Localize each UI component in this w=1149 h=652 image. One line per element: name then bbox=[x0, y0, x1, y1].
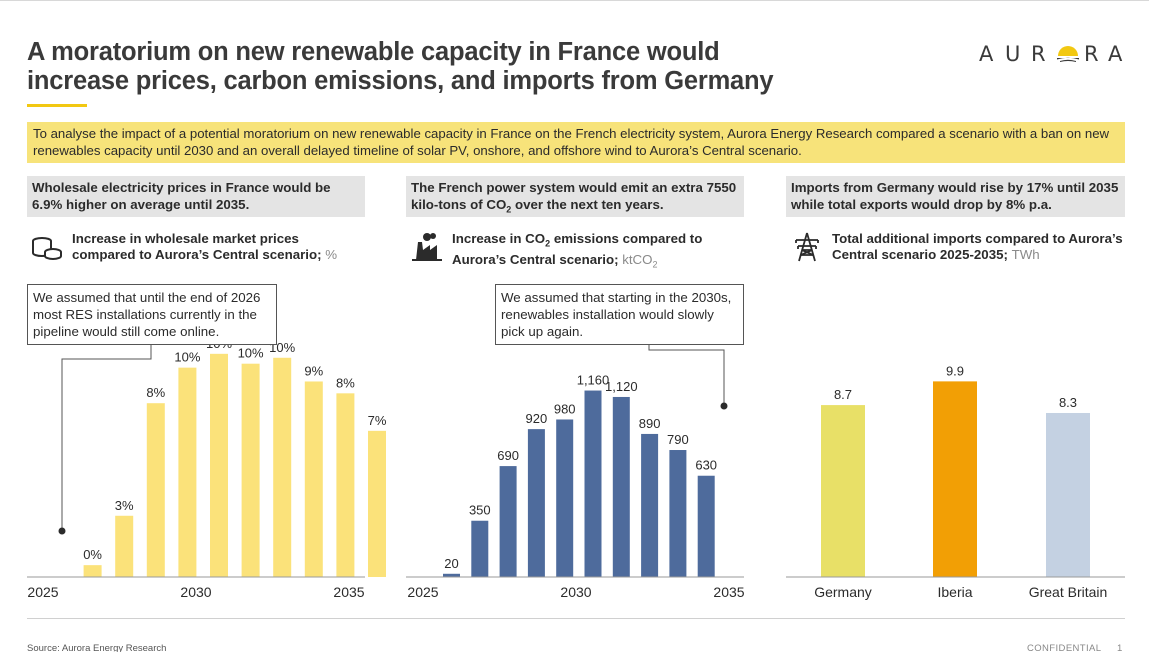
prices-x-tick-label: 2025 bbox=[27, 584, 58, 600]
emission-data-label: 1,120 bbox=[605, 379, 638, 394]
emissions-subtitle: Increase in CO2 emissions compared to Au… bbox=[452, 231, 703, 270]
emission-bar bbox=[641, 433, 659, 577]
emission-data-label: 980 bbox=[554, 401, 576, 416]
top-border bbox=[0, 0, 1149, 1]
page-number: 1 bbox=[1117, 643, 1123, 652]
price-bar bbox=[241, 363, 260, 577]
page-title: A moratorium on new renewable capacity i… bbox=[27, 38, 774, 95]
sun-logo-icon bbox=[1057, 46, 1079, 62]
emission-bar bbox=[612, 396, 630, 577]
emission-bar bbox=[669, 450, 687, 577]
price-bar bbox=[178, 367, 197, 577]
price-data-label: 9% bbox=[304, 363, 323, 378]
import-data-label: 9.9 bbox=[946, 363, 964, 378]
emission-bar bbox=[527, 429, 545, 577]
prices-subtitle: Increase in wholesale market prices comp… bbox=[72, 231, 338, 262]
price-bar bbox=[273, 357, 292, 577]
import-category-label: Germany bbox=[814, 584, 872, 600]
emission-bar bbox=[471, 520, 489, 577]
title-underline bbox=[27, 104, 87, 107]
price-bar bbox=[336, 393, 355, 577]
price-bar bbox=[115, 515, 134, 577]
prices-assumption-note: We assumed that until the end of 2026 mo… bbox=[27, 284, 277, 345]
factory-emissions-icon bbox=[412, 233, 442, 261]
emissions-note-leader-line bbox=[648, 342, 725, 406]
logo-letter: A bbox=[1108, 42, 1123, 66]
source-note: Source: Aurora Energy Research bbox=[27, 643, 167, 652]
logo-letter: U bbox=[1005, 42, 1021, 66]
import-data-label: 8.7 bbox=[834, 387, 852, 402]
intro-box: To analyse the impact of a potential mor… bbox=[27, 122, 1125, 163]
prices-note-leader-dot bbox=[58, 527, 66, 535]
aurora-logo: A U R R A bbox=[979, 41, 1125, 67]
logo-letter: A bbox=[979, 42, 994, 66]
emissions-header: The French power system would emit an ex… bbox=[406, 176, 744, 217]
emission-data-label: 920 bbox=[526, 411, 548, 426]
price-data-label: 7% bbox=[368, 413, 387, 428]
emissions-note-leader-dot bbox=[720, 402, 728, 410]
emissions-x-tick-label: 2030 bbox=[560, 584, 591, 600]
pylon-icon bbox=[795, 232, 819, 262]
price-data-label: 10% bbox=[238, 346, 264, 361]
emissions-assumption-note: We assumed that starting in the 2030s, r… bbox=[495, 284, 744, 345]
price-data-label: 0% bbox=[83, 547, 102, 562]
emission-data-label: 350 bbox=[469, 503, 491, 518]
prices-header: Wholesale electricity prices in France w… bbox=[27, 176, 365, 217]
confidential-label: CONFIDENTIAL bbox=[1027, 643, 1102, 652]
emission-data-label: 20 bbox=[444, 556, 458, 571]
emissions-x-tick-label: 2025 bbox=[407, 584, 438, 600]
price-bar bbox=[83, 565, 102, 577]
emission-data-label: 1,160 bbox=[577, 373, 610, 388]
footer-divider bbox=[27, 618, 1125, 619]
prices-x-tick-label: 2035 bbox=[333, 584, 364, 600]
emission-data-label: 790 bbox=[667, 432, 689, 447]
emission-data-label: 890 bbox=[639, 416, 661, 431]
emission-data-label: 690 bbox=[497, 448, 519, 463]
prices-x-tick-label: 2030 bbox=[180, 584, 211, 600]
emission-bar bbox=[443, 573, 460, 577]
price-bar bbox=[304, 381, 323, 577]
import-bar bbox=[933, 381, 977, 577]
import-bar bbox=[821, 405, 865, 577]
price-data-label: 10% bbox=[174, 350, 200, 365]
emission-bar bbox=[697, 475, 715, 577]
emission-bar bbox=[584, 390, 602, 577]
import-category-label: Great Britain bbox=[1029, 584, 1108, 600]
emission-bar bbox=[499, 466, 517, 577]
import-bar bbox=[1046, 412, 1090, 577]
import-category-label: Iberia bbox=[937, 584, 972, 600]
imports-header: Imports from Germany would rise by 17% u… bbox=[786, 176, 1125, 217]
logo-letter: R bbox=[1031, 42, 1046, 66]
import-data-label: 8.3 bbox=[1059, 395, 1077, 410]
price-bar bbox=[368, 430, 386, 577]
emissions-x-tick-label: 2035 bbox=[713, 584, 744, 600]
price-bar bbox=[210, 353, 228, 577]
price-data-label: 3% bbox=[115, 498, 134, 513]
price-data-label: 8% bbox=[146, 385, 165, 400]
emission-data-label: 630 bbox=[695, 458, 717, 473]
price-bar bbox=[146, 403, 165, 577]
imports-subtitle: Total additional imports compared to Aur… bbox=[832, 231, 1123, 262]
price-data-label: 8% bbox=[336, 375, 355, 390]
coins-icon bbox=[32, 237, 62, 260]
emission-bar bbox=[556, 419, 574, 577]
prices-note-leader-line bbox=[61, 342, 152, 531]
logo-letter: R bbox=[1084, 42, 1099, 66]
